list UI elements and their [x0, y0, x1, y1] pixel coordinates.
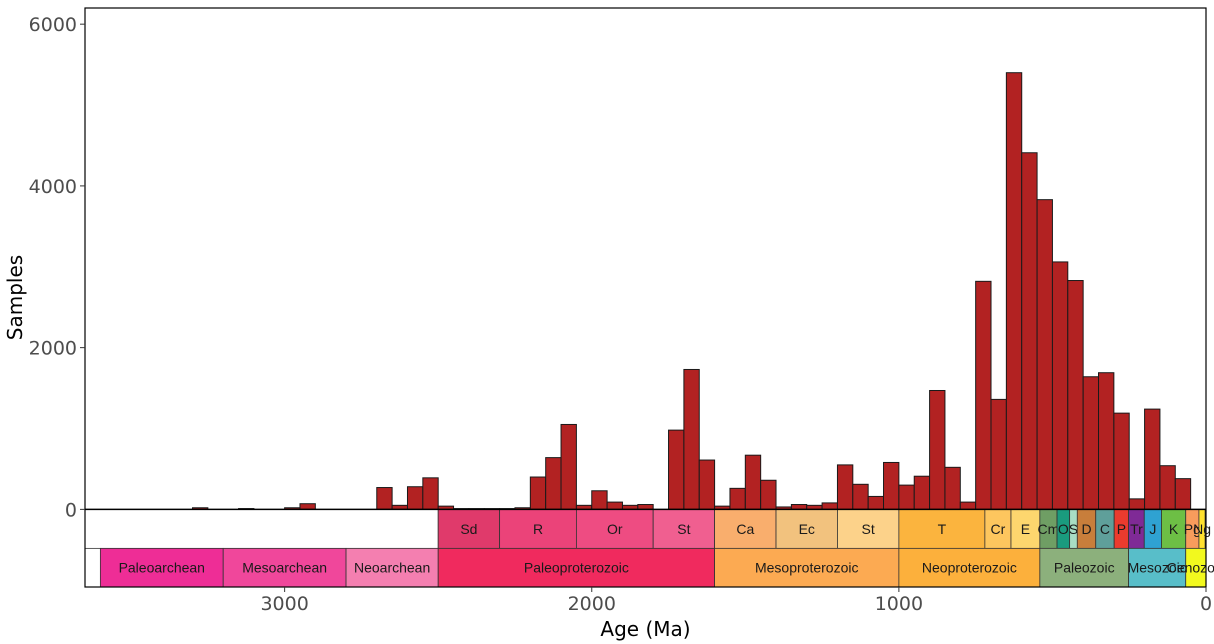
histogram-bar — [990, 398, 1007, 510]
y-tick-label: 4000 — [29, 176, 77, 198]
era-label: Mesoarchean — [242, 560, 327, 576]
period-label: C — [1100, 521, 1110, 537]
histogram-bar — [1067, 280, 1084, 510]
era-cell — [714, 547, 900, 588]
histogram-bar — [1051, 261, 1069, 510]
bars-layer — [191, 72, 1192, 510]
period-cell — [437, 508, 501, 549]
histogram-bar — [1159, 465, 1176, 510]
histogram-bar — [852, 483, 869, 510]
histogram-bar — [1005, 72, 1023, 510]
histogram-bar — [698, 459, 716, 510]
histogram-bar — [744, 454, 762, 510]
y-tick-label: 2000 — [29, 338, 77, 360]
histogram-bar — [729, 487, 746, 510]
period-label: J — [1149, 521, 1156, 537]
histogram-bar — [1174, 478, 1192, 510]
histogram-bar — [929, 389, 946, 510]
histogram-bar — [529, 476, 547, 510]
era-label: Mesoproterozoic — [755, 560, 859, 576]
era-label: Neoarchean — [354, 560, 430, 576]
histogram-bar — [683, 368, 700, 510]
period-label: Cr — [991, 521, 1006, 537]
period-label: K — [1169, 521, 1179, 537]
x-axis-title: Age (Ma) — [600, 617, 690, 641]
y-tick-label: 6000 — [29, 14, 77, 36]
period-cell — [837, 508, 900, 549]
histogram-bar — [560, 423, 577, 510]
period-label: P — [1117, 521, 1126, 537]
era-cell — [99, 547, 224, 588]
histogram-bar — [975, 280, 992, 510]
era-label: Mesozoic — [1128, 560, 1187, 576]
period-label: Ec — [799, 521, 815, 537]
era-label: Paleoproterozoic — [524, 560, 629, 576]
period-label: Cm — [1038, 521, 1060, 537]
histogram-bar — [591, 490, 608, 510]
era-label: Paleoarchean — [119, 560, 205, 576]
histogram-bar — [668, 429, 685, 510]
x-axis: 3000 2000 1000 0 — [260, 587, 1212, 615]
period-label: St — [677, 521, 690, 537]
histogram-bar — [1128, 498, 1146, 510]
y-tick-label: 0 — [65, 499, 77, 521]
era-label: Cenozoic — [1167, 560, 1214, 576]
x-tick-label: 2000 — [568, 593, 616, 615]
period-cell — [775, 508, 838, 549]
period-label: Or — [607, 521, 623, 537]
histogram-bar — [545, 457, 562, 510]
histogram-bar — [1144, 408, 1161, 510]
era-band: Paleoarchean Mesoarchean Neoarchean Paleopr… — [99, 547, 1214, 588]
histogram-bar — [422, 477, 439, 510]
histogram-bar — [1098, 372, 1115, 510]
histogram-bar — [913, 475, 931, 510]
period-cell — [714, 508, 777, 549]
histogram-bar — [1113, 412, 1130, 510]
histogram-bar — [883, 461, 900, 510]
histogram-bar — [606, 501, 623, 510]
histogram-bar — [959, 501, 977, 510]
y-axis-title: Samples — [3, 255, 27, 340]
period-label: D — [1081, 521, 1091, 537]
period-label: Ca — [736, 521, 754, 537]
histogram-bar — [867, 495, 885, 510]
histogram-bar — [898, 484, 915, 510]
era-label: Neoproterozoic — [922, 560, 1017, 576]
era-label: Paleozoic — [1054, 560, 1115, 576]
histogram-bar — [299, 503, 316, 510]
x-tick-label: 1000 — [875, 593, 923, 615]
period-label: St — [862, 521, 875, 537]
histogram-bar — [944, 466, 961, 510]
period-label: Tr — [1130, 521, 1143, 537]
period-label: R — [533, 521, 543, 537]
period-cell — [898, 508, 986, 549]
histogram-bar — [1021, 152, 1038, 510]
period-label: Ng — [1193, 521, 1211, 537]
x-tick-label: 3000 — [260, 593, 308, 615]
period-label: O — [1058, 521, 1069, 537]
era-cell — [1039, 547, 1130, 588]
period-label: T — [938, 521, 947, 537]
period-cell-empty — [84, 508, 439, 549]
histogram-bar — [406, 486, 424, 510]
histogram-bar — [760, 479, 777, 510]
x-tick-label: 0 — [1200, 593, 1212, 615]
histogram-bar — [821, 502, 838, 510]
histogram-bar — [376, 487, 393, 510]
histogram-bar — [836, 464, 854, 510]
plot-frame — [84, 7, 1207, 588]
period-label: Sd — [460, 521, 477, 537]
period-label: E — [1021, 521, 1030, 537]
histogram-bar — [1082, 376, 1100, 510]
period-label: S — [1069, 521, 1078, 537]
period-label: Pg — [1184, 521, 1201, 537]
histogram-bar — [1036, 199, 1053, 510]
y-axis: 0 2000 4000 6000 — [29, 14, 85, 521]
period-cell — [984, 508, 1012, 549]
